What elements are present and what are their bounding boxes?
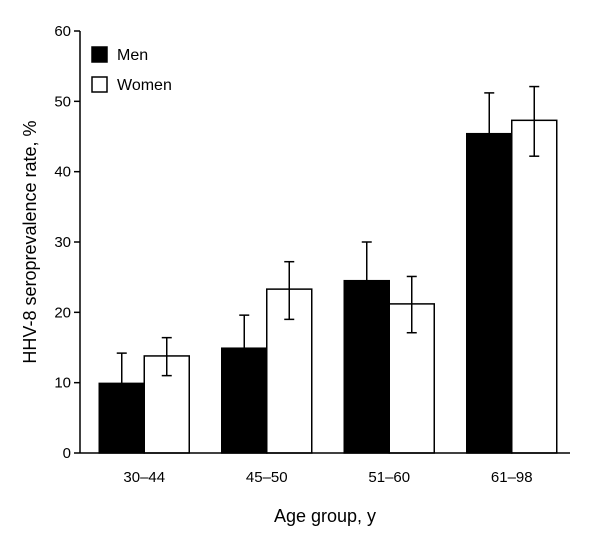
y-tick-label: 30 bbox=[54, 234, 71, 251]
legend-swatch-women bbox=[91, 76, 108, 93]
x-tick-label: 51–60 bbox=[368, 469, 410, 486]
legend-label-women: Women bbox=[117, 77, 172, 94]
y-tick-label: 50 bbox=[54, 93, 71, 110]
x-axis-title: Age group, y bbox=[274, 506, 376, 526]
y-tick-label: 40 bbox=[54, 164, 71, 181]
y-axis-ticks: 0 10 20 30 40 50 60 bbox=[54, 23, 80, 462]
x-tick-label: 45–50 bbox=[246, 469, 288, 486]
y-tick-label: 20 bbox=[54, 304, 71, 321]
y-axis-title: HHV-8 seroprevalence rate, % bbox=[20, 120, 40, 363]
chart-marks bbox=[98, 85, 558, 454]
x-tick-label: 30–44 bbox=[123, 469, 165, 486]
legend: Men Women bbox=[91, 46, 172, 94]
bar-women-3 bbox=[511, 119, 558, 454]
bar-men-3 bbox=[466, 132, 513, 454]
y-tick-label: 60 bbox=[54, 23, 71, 40]
legend-label-men: Men bbox=[117, 47, 148, 64]
x-axis-ticks: 30–44 45–50 51–60 61–98 bbox=[123, 469, 532, 486]
y-tick-label: 10 bbox=[54, 375, 71, 392]
y-tick-label: 0 bbox=[63, 445, 71, 462]
legend-swatch-men bbox=[91, 46, 108, 63]
x-tick-label: 61–98 bbox=[491, 469, 533, 486]
